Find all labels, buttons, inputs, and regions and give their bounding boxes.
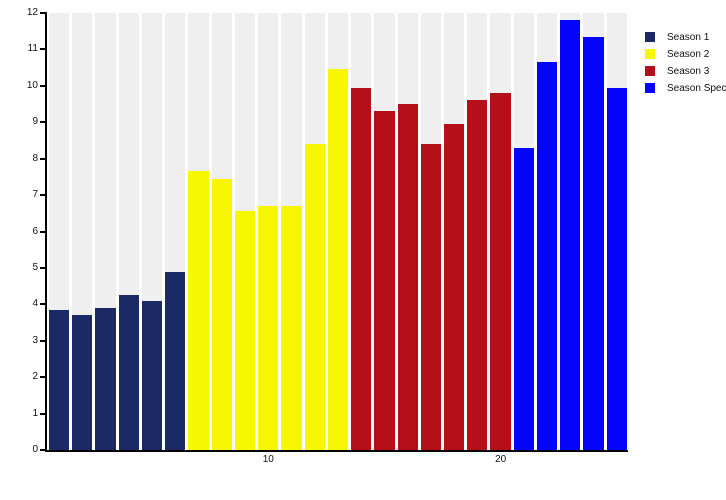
y-tick-mark [40,266,46,269]
bar-slot [281,13,302,450]
legend-item: Season 2 [645,48,726,60]
bar [72,315,93,450]
legend-label: Season 1 [667,31,710,43]
legend-item: Season Spec [645,82,726,94]
bar [304,144,325,450]
bar [606,87,627,450]
x-tick-label: 10 [262,454,274,465]
y-tick-label: 5 [32,261,38,273]
y-tick-label: 3 [32,334,38,346]
bar-slot [118,13,139,450]
plot-area [49,13,627,450]
bar [188,171,209,450]
bar [258,206,279,450]
legend: Season 1 Season 2 Season 3 Season Spec [645,32,726,100]
bar-slot [606,13,627,450]
bar-slot [327,13,349,450]
y-tick-mark [40,48,46,51]
legend-label: Season 3 [667,65,710,77]
legend-label: Season 2 [667,48,710,60]
bar-slot [490,13,511,450]
y-tick-label: 7 [32,189,38,201]
y-tick-label: 6 [32,225,38,237]
y-tick-mark [40,376,46,379]
bar [536,62,558,450]
bar [49,309,70,450]
bar [420,144,441,450]
bar-slot [234,13,256,450]
legend-item: Season 1 [645,31,726,43]
bar [583,36,604,450]
bar-slot [95,13,116,450]
bar-slot [165,13,186,450]
y-tick-label: 10 [26,79,38,91]
bar-slot [513,13,534,450]
y-tick-label: 12 [26,7,38,18]
y-axis-line [45,12,47,452]
bar-slot [211,13,232,450]
y-tick-mark [40,303,46,306]
y-tick-mark [40,121,46,124]
bar-slot [188,13,209,450]
bar-slot [304,13,325,450]
bar [95,307,116,450]
bar-slot [397,13,418,450]
bar [397,104,418,450]
y-tick-label: 0 [32,444,38,455]
y-tick-mark [40,230,46,233]
y-tick-mark [40,449,46,451]
y-tick-label: 1 [32,407,38,419]
bar-slot [536,13,558,450]
y-tick-label: 8 [32,152,38,164]
bar-slot [374,13,395,450]
y-tick-mark [40,12,46,14]
bar [118,295,139,450]
bar-slot [420,13,441,450]
bar-slot [258,13,279,450]
y-tick-label: 4 [32,298,38,310]
bar [560,20,581,450]
y-tick-mark [40,84,46,87]
legend-item: Season 3 [645,65,726,77]
bar [513,147,534,450]
legend-swatch [645,66,655,76]
bar-slot [560,13,581,450]
y-tick-label: 11 [27,43,38,55]
legend-swatch [645,49,655,59]
bar [374,111,395,450]
y-tick-mark [40,194,46,197]
y-tick-label: 9 [32,116,38,128]
bar [490,93,511,450]
bar [467,100,488,450]
bar-slot [72,13,93,450]
bar [141,300,163,450]
bar [351,87,372,450]
y-tick-mark [40,157,46,160]
bar-slot [141,13,163,450]
bar-slot [467,13,488,450]
x-tick-label: 20 [495,454,507,465]
x-axis-line [45,450,628,452]
legend-swatch [645,32,655,42]
bar [165,271,186,450]
legend-label: Season Spec [667,82,726,94]
bar-slot [351,13,372,450]
bar-slot [49,13,70,450]
y-tick-mark [40,339,46,342]
bar-slot [443,13,465,450]
bar [234,211,256,450]
bar [327,69,349,450]
y-tick-label: 2 [32,371,38,383]
bar-slot [583,13,604,450]
y-tick-mark [40,412,46,415]
bar [281,206,302,450]
legend-swatch [645,83,655,93]
bar [211,178,232,450]
bar [443,124,465,450]
